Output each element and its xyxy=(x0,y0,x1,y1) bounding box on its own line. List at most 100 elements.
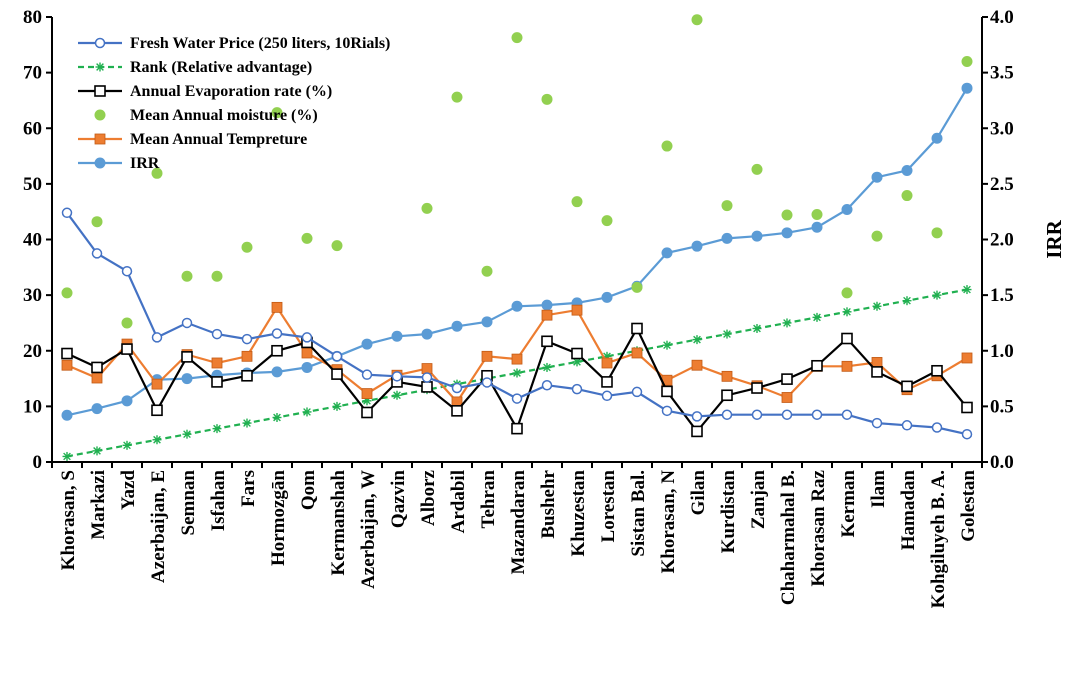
data-point-marker xyxy=(723,410,732,419)
y-right-tick-label: 2.0 xyxy=(990,230,1014,251)
data-point-marker xyxy=(332,369,342,379)
y-axis-right-title: IRR xyxy=(1042,219,1066,258)
data-point-marker xyxy=(843,410,852,419)
y-right-tick-label: 3.5 xyxy=(990,63,1014,84)
data-point-marker xyxy=(512,354,522,364)
data-point-marker xyxy=(363,370,372,379)
x-category-label: Khuzestan xyxy=(568,470,589,557)
data-point-marker xyxy=(95,86,105,96)
legend: Fresh Water Price (250 liters, 10Rials) R… xyxy=(78,35,390,172)
data-point-marker xyxy=(872,231,883,242)
data-point-marker xyxy=(933,291,942,300)
data-point-marker xyxy=(483,378,492,387)
x-category-label: Isfahan xyxy=(208,470,229,532)
y-right-tick-label: 1.5 xyxy=(990,285,1014,306)
data-point-marker xyxy=(123,441,132,450)
x-category-label: Ilam xyxy=(868,470,889,508)
data-point-marker xyxy=(422,203,433,214)
data-point-marker xyxy=(333,402,342,411)
data-point-marker xyxy=(272,346,282,356)
data-point-marker xyxy=(422,382,432,392)
data-point-marker xyxy=(813,313,822,322)
data-point-marker xyxy=(842,334,852,344)
data-point-marker xyxy=(572,305,582,315)
data-point-marker xyxy=(962,83,973,94)
data-point-marker xyxy=(753,410,762,419)
data-point-marker xyxy=(753,324,762,333)
x-category-label: Fars xyxy=(238,470,259,507)
data-point-marker xyxy=(692,360,702,370)
data-point-marker xyxy=(362,339,373,350)
data-point-marker xyxy=(872,172,883,183)
data-point-marker xyxy=(692,241,703,252)
data-point-marker xyxy=(963,285,972,294)
x-category-label: Qazvin xyxy=(388,470,409,528)
data-point-marker xyxy=(62,349,72,359)
data-point-marker xyxy=(242,242,253,253)
series-fresh-water-price-250-liters-10rials xyxy=(63,208,972,438)
y-left-tick-label: 0 xyxy=(33,452,43,473)
data-point-marker xyxy=(903,296,912,305)
data-point-marker xyxy=(213,424,222,433)
data-point-marker xyxy=(332,240,343,251)
x-category-label: Sistan Bal. xyxy=(628,470,649,557)
data-point-marker xyxy=(123,267,132,276)
y-left-tick-label: 50 xyxy=(23,174,42,195)
data-point-marker xyxy=(543,363,552,372)
data-point-marker xyxy=(393,391,402,400)
data-point-marker xyxy=(153,435,162,444)
y-left-tick-label: 30 xyxy=(23,285,42,306)
data-point-marker xyxy=(152,379,162,389)
data-point-marker xyxy=(693,335,702,344)
x-category-label: Hamadan xyxy=(898,470,919,551)
data-point-marker xyxy=(453,384,462,393)
x-category-label: Kerman xyxy=(838,470,859,538)
data-point-marker xyxy=(362,407,372,417)
data-point-marker xyxy=(693,412,702,421)
data-point-marker xyxy=(602,358,612,368)
y-right-tick-label: 4.0 xyxy=(990,7,1014,28)
x-category-label: Chaharmahal B. xyxy=(778,470,799,605)
data-point-marker xyxy=(243,335,252,344)
x-category-label: Kohgiluyeh B. A. xyxy=(928,470,949,608)
legend-item: Mean Annual moisture (%) xyxy=(95,107,318,124)
data-point-marker xyxy=(782,227,793,238)
data-point-marker xyxy=(93,446,102,455)
data-point-marker xyxy=(513,394,522,403)
data-point-marker xyxy=(572,196,583,207)
data-point-marker xyxy=(512,32,523,43)
y-left-tick-label: 20 xyxy=(23,341,42,362)
data-point-marker xyxy=(182,271,193,282)
data-point-marker xyxy=(843,307,852,316)
x-category-label: Khorasan, N xyxy=(658,470,679,574)
data-point-marker xyxy=(542,94,553,105)
x-category-label: Mazandaran xyxy=(508,470,529,575)
data-point-marker xyxy=(873,419,882,428)
data-point-marker xyxy=(813,410,822,419)
data-point-marker xyxy=(542,300,553,311)
data-point-marker xyxy=(333,352,342,361)
x-category-label: Gilan xyxy=(688,470,709,516)
data-point-marker xyxy=(722,233,733,244)
data-point-marker xyxy=(632,324,642,334)
data-point-marker xyxy=(273,413,282,422)
data-point-marker xyxy=(96,63,105,72)
data-point-marker xyxy=(95,110,106,121)
data-point-marker xyxy=(962,402,972,412)
data-point-marker xyxy=(962,56,973,67)
y-right-tick-label: 3.0 xyxy=(990,118,1014,139)
data-point-marker xyxy=(122,395,133,406)
data-point-marker xyxy=(243,419,252,428)
data-point-marker xyxy=(873,302,882,311)
data-point-marker xyxy=(633,387,642,396)
x-category-label: Khorasan, S xyxy=(58,470,79,570)
data-point-marker xyxy=(932,133,943,144)
data-point-marker xyxy=(212,377,222,387)
data-point-marker xyxy=(812,222,823,233)
data-point-marker xyxy=(663,341,672,350)
x-category-label: Semnan xyxy=(178,470,199,536)
data-point-marker xyxy=(903,421,912,430)
x-category-label: Azerbaijan, E xyxy=(148,470,169,583)
data-point-marker xyxy=(783,318,792,327)
x-category-label: Bushehr xyxy=(538,469,559,538)
